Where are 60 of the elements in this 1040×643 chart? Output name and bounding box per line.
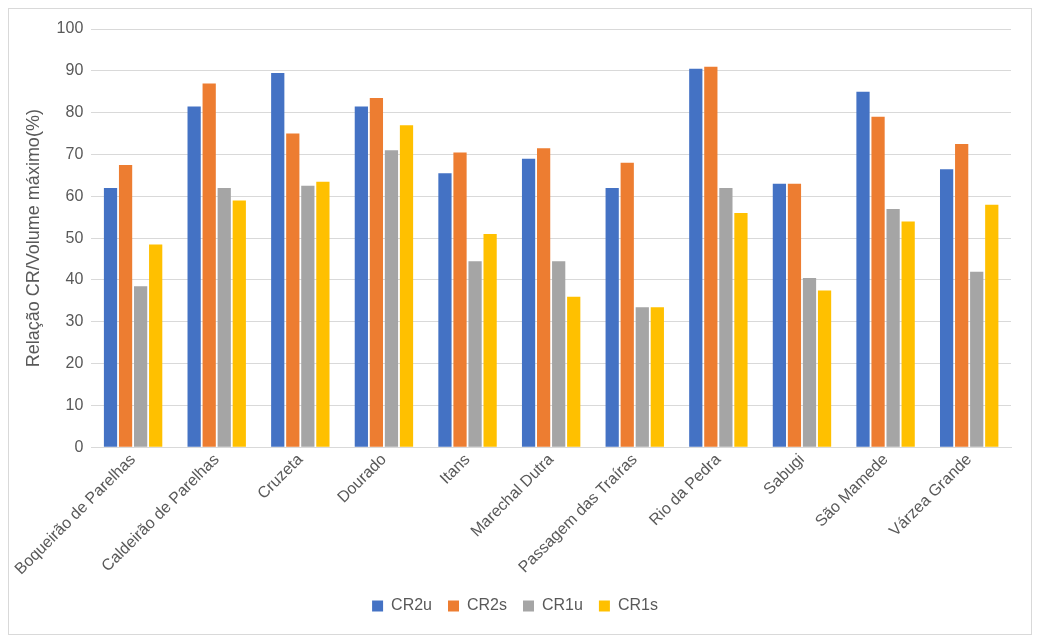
y-tick-label: 0 xyxy=(74,437,84,455)
bar xyxy=(301,185,315,447)
y-tick-label: 30 xyxy=(65,312,84,330)
bar xyxy=(856,91,870,447)
bar xyxy=(985,204,999,447)
bar xyxy=(817,290,832,447)
bar xyxy=(316,181,330,447)
bar xyxy=(521,158,536,447)
bar xyxy=(620,162,634,447)
bar xyxy=(354,106,368,447)
bar xyxy=(438,173,452,447)
bar xyxy=(232,200,246,447)
y-tick-label: 40 xyxy=(65,270,84,288)
legend-label: CR1u xyxy=(542,596,583,614)
bar xyxy=(871,116,885,447)
bar xyxy=(369,98,384,447)
bar xyxy=(286,133,300,447)
y-tick-label: 70 xyxy=(65,144,84,162)
legend-label: CR2s xyxy=(466,596,508,614)
y-axis-title: Relação CR/Volume máximo(%) xyxy=(22,109,43,368)
bar xyxy=(802,277,817,447)
y-tick-label: 10 xyxy=(65,395,84,413)
bar xyxy=(605,187,619,447)
y-tick-label: 100 xyxy=(56,19,84,37)
bar xyxy=(149,244,163,447)
bar xyxy=(399,125,414,447)
bar xyxy=(483,233,497,447)
y-tick-label: 20 xyxy=(65,354,84,372)
y-tick-label: 50 xyxy=(65,228,84,246)
bar xyxy=(202,83,216,447)
bar xyxy=(719,187,733,447)
bar xyxy=(650,307,664,447)
bar xyxy=(552,261,566,447)
bar xyxy=(787,183,802,447)
y-tick-label: 90 xyxy=(65,61,84,79)
bar xyxy=(955,144,969,447)
y-tick-label: 60 xyxy=(65,186,84,204)
y-tick-label: 80 xyxy=(65,103,84,121)
legend-label: CR2u xyxy=(391,596,432,614)
bar xyxy=(217,187,231,447)
bar xyxy=(271,72,285,447)
bar xyxy=(187,106,201,447)
bar xyxy=(567,296,581,447)
bar xyxy=(704,66,718,447)
bar xyxy=(134,286,148,447)
bar xyxy=(384,150,399,447)
bar xyxy=(772,183,787,447)
bar xyxy=(734,213,748,447)
bar xyxy=(970,271,984,447)
bar xyxy=(103,187,118,447)
legend-label: CR1s xyxy=(617,596,658,614)
bar xyxy=(118,164,133,447)
bar xyxy=(453,152,467,447)
bar xyxy=(886,208,900,447)
bar xyxy=(537,148,551,447)
bar xyxy=(689,68,703,447)
bar xyxy=(901,221,915,447)
bar xyxy=(468,261,482,447)
bar xyxy=(635,307,649,447)
bar xyxy=(940,169,954,447)
